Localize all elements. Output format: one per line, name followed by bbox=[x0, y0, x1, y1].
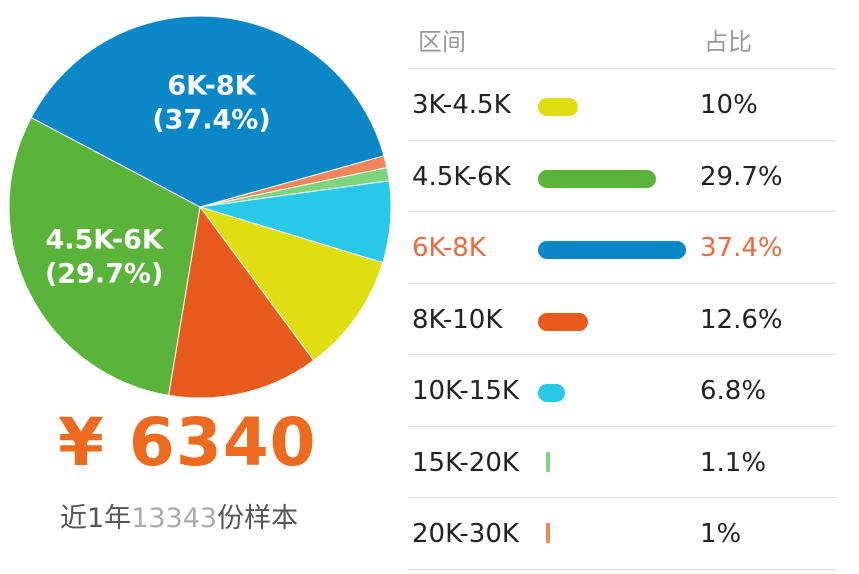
divider bbox=[408, 68, 836, 69]
table-row[interactable]: 8K-10K 12.6% bbox=[408, 283, 836, 354]
range-label: 6K-8K bbox=[412, 233, 486, 263]
header-range: 区间 bbox=[418, 28, 466, 56]
share-bar bbox=[538, 169, 656, 188]
range-label: 4.5K-6K bbox=[412, 161, 511, 192]
range-label: 20K-30K bbox=[412, 519, 519, 549]
range-label: 8K-10K bbox=[412, 304, 503, 335]
share-value: 1% bbox=[700, 519, 742, 549]
header-share: 占比 bbox=[704, 28, 752, 56]
share-value: 1.1% bbox=[700, 447, 767, 478]
share-bar bbox=[546, 523, 550, 543]
range-label: 3K-4.5K bbox=[412, 90, 511, 120]
divider bbox=[408, 211, 836, 212]
table-row[interactable]: 3K-4.5K 10% bbox=[408, 68, 836, 139]
share-value: 10% bbox=[700, 90, 758, 120]
table-row[interactable]: 4.5K-6K 29.7% bbox=[408, 140, 836, 211]
share-bar bbox=[538, 241, 686, 259]
distribution-table: 区间 占比 3K-4.5K 10% 4.5K-6K 29.7% 6K-8K 37.4% 8K… bbox=[408, 0, 836, 574]
share-bar bbox=[538, 312, 588, 331]
pie-slice-6K-8K bbox=[30, 15, 385, 208]
pie-pct-6K-8K: (37.4%) bbox=[152, 105, 270, 136]
pie-slice-8K-10K bbox=[168, 205, 315, 399]
share-value: 12.6% bbox=[700, 304, 783, 335]
share-bar bbox=[546, 451, 551, 472]
sample-count-text: 近1年13343份样本 bbox=[60, 496, 380, 535]
sample-suffix: 份样本 bbox=[217, 503, 299, 534]
share-bar bbox=[538, 384, 565, 402]
sample-count: 13343 bbox=[131, 503, 218, 534]
share-value: 6.8% bbox=[700, 376, 767, 406]
pie-slice-4.5K-6K bbox=[8, 116, 201, 396]
share-value: 37.4% bbox=[700, 233, 783, 263]
divider bbox=[408, 425, 836, 427]
pie-slice-3K-4.5K bbox=[198, 206, 384, 362]
range-label: 10K-15K bbox=[412, 376, 519, 406]
share-bar bbox=[538, 98, 578, 116]
table-row[interactable]: 15K-20K 1.1% bbox=[408, 426, 836, 497]
pie-pct-4.5K-6K: (29.7%) bbox=[45, 258, 163, 289]
pie-label-6K-8K: 6K-8K bbox=[167, 71, 256, 102]
table-row[interactable]: 6K-8K 37.4% bbox=[408, 211, 836, 282]
divider bbox=[408, 354, 836, 355]
average-salary: ¥ 6340 bbox=[58, 404, 317, 481]
pie-label-4.5K-6K: 4.5K-6K bbox=[45, 224, 163, 255]
divider bbox=[408, 139, 836, 141]
range-label: 15K-20K bbox=[412, 447, 519, 478]
divider bbox=[408, 568, 836, 570]
share-value: 29.7% bbox=[700, 161, 783, 192]
table-row[interactable]: 10K-15K 6.8% bbox=[408, 354, 836, 425]
table-row[interactable]: 20K-30K 1% bbox=[408, 497, 836, 568]
divider bbox=[408, 497, 836, 498]
sample-prefix: 近1年 bbox=[60, 503, 132, 534]
divider bbox=[408, 282, 836, 284]
salary-pie-chart: 6K-8K(37.4%) 4.5K-6K(29.7%) bbox=[8, 15, 392, 399]
